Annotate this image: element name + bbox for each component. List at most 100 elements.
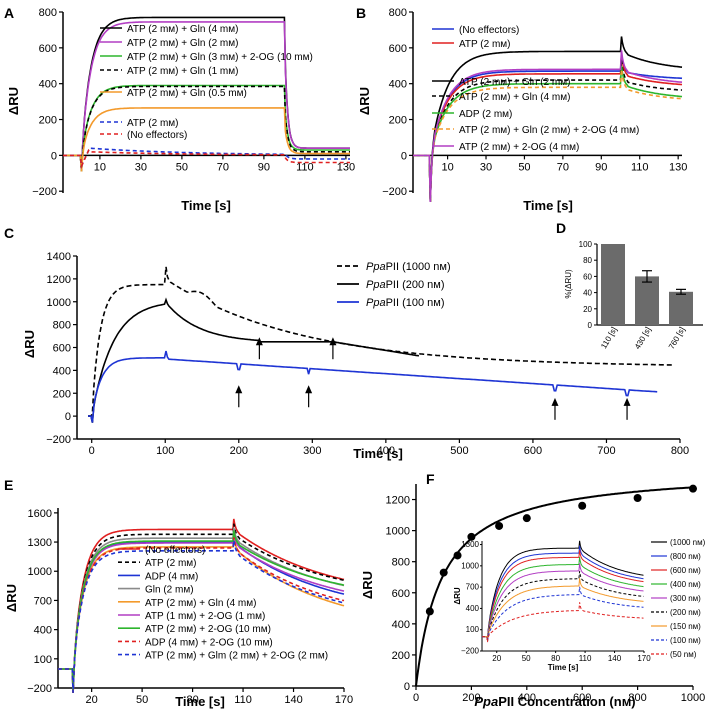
legend-label: ATP (2 mм)	[459, 39, 511, 50]
inset-legend-label: (100 nм)	[670, 636, 701, 645]
x-tick-label: 200	[462, 692, 480, 704]
panel-label-a: A	[4, 5, 14, 21]
y-tick-label: 600	[389, 43, 407, 55]
x-axis-title: Time [s]	[181, 198, 231, 213]
x-tick-label: 110 [s]	[599, 326, 619, 351]
data-point	[467, 532, 476, 541]
bar	[635, 276, 659, 325]
y-tick-label: 200	[39, 115, 57, 127]
y-tick-label: 400	[53, 365, 71, 377]
y-tick-label: 1200	[386, 495, 410, 507]
legend-label: ADP (2 mм)	[459, 109, 512, 120]
panel-a: −200 0 200 400 600 800 10 30 50 70 90 110 130 Time [s…	[6, 7, 355, 213]
y-tick-label: −200	[46, 434, 71, 446]
y-axis-title: ΔRU	[22, 330, 37, 358]
y-tick-label: −200	[382, 186, 407, 198]
series-line	[413, 59, 683, 203]
legend-label: ATP (2 mм) + 2-OG (4 mм)	[459, 142, 579, 153]
y-tick-label: 80	[583, 256, 592, 265]
y-tick-label: −200	[32, 186, 57, 198]
legend-label: ADP (4 mм)	[145, 571, 198, 582]
x-tick-label: 200	[230, 445, 248, 457]
inset-legend-label: (200 nм)	[670, 608, 701, 617]
inset-y-tick-label: 100	[466, 625, 480, 634]
y-tick-label: 0	[404, 681, 410, 693]
y-tick-label: 800	[53, 320, 71, 332]
inset-x-tick-label: 170	[637, 654, 651, 663]
series-line	[58, 518, 345, 693]
y-tick-label: −200	[27, 683, 52, 695]
inset-legend-label: (600 nм)	[670, 566, 701, 575]
series-line	[413, 52, 683, 203]
arrow-head	[551, 397, 559, 406]
legend-label: ATP (2 mм)	[145, 558, 197, 569]
x-tick-label: 100	[156, 445, 174, 457]
data-point	[453, 551, 462, 560]
data-point	[689, 484, 697, 493]
panel-f: 0 200 400 600 800 1000 1200 0 200 400 600 800 1000 Pp…	[360, 484, 706, 709]
series-line	[58, 540, 345, 693]
x-tick-label: 800	[671, 445, 689, 457]
y-axis-title: ΔRU	[357, 87, 372, 115]
series-line	[63, 147, 350, 170]
x-tick-label: 110	[234, 694, 252, 706]
bar	[601, 244, 625, 325]
x-tick-label: 110	[631, 161, 649, 173]
inset-series-line	[482, 563, 644, 641]
inset-series-line	[482, 571, 644, 641]
x-tick-label: 800	[628, 692, 646, 704]
inset-y-tick-label: 1300	[461, 540, 479, 549]
legend-label: ATP (2 mм) + Glm (2 mм) + 2-OG (2 mм)	[145, 651, 328, 662]
legend-label: ATP (1 mм) + 2-OG (1 mм)	[145, 611, 265, 622]
x-tick-label: 0	[413, 692, 419, 704]
data-point	[522, 514, 531, 523]
x-tick-label: 170	[335, 694, 353, 706]
x-tick-label: 400	[518, 692, 536, 704]
inset-series-line	[482, 578, 644, 641]
x-tick-label: 10	[94, 161, 106, 173]
y-tick-label: 600	[53, 343, 71, 355]
panel-b: −200 0 200 400 600 800 10 30 50 70 90 110 130 Time [s…	[357, 7, 687, 213]
legend-label: PpaPII (200 nм)	[366, 279, 445, 291]
series-line	[88, 297, 420, 423]
inset-y-axis-title: ΔRU	[453, 587, 462, 605]
legend-label: ADP (4 mм) + 2-OG (10 mм)	[145, 637, 273, 648]
y-tick-label: 40	[583, 289, 592, 298]
x-tick-label: 30	[135, 161, 147, 173]
arrow-head	[255, 337, 263, 346]
legend-label: ATP (2 mм) + Gln (4 mм)	[127, 24, 238, 35]
panel-label-b: B	[356, 5, 366, 21]
y-tick-label: 0	[401, 150, 407, 162]
y-tick-label: 200	[389, 115, 407, 127]
arrow-head	[305, 385, 313, 394]
legend-label: ATP (2 mм) + Gln (1 mм)	[127, 66, 238, 77]
y-tick-label: 400	[34, 625, 52, 637]
y-tick-label: 0	[51, 150, 57, 162]
x-tick-label: 50	[176, 161, 188, 173]
y-tick-label: 0	[65, 411, 71, 423]
fit-curve	[415, 486, 694, 687]
inset-legend-label: (300 nм)	[670, 594, 701, 603]
inset-x-tick-label: 110	[579, 654, 592, 663]
y-tick-label: 600	[39, 43, 57, 55]
y-tick-label: 800	[39, 7, 57, 19]
legend-label: ATP (2 mм) + Gln (2 mм) + 2-OG (4 mм)	[459, 125, 639, 136]
y-axis-title: ΔRU	[4, 584, 19, 612]
legend-label: ATP (2 mм) + Gln (3 mм) + 2-OG (10 mм)	[127, 52, 313, 63]
legend-label: (No effectors)	[127, 130, 187, 141]
y-tick-label: 400	[392, 619, 410, 631]
x-tick-label: 140	[284, 694, 302, 706]
y-tick-label: 200	[392, 650, 410, 662]
data-point	[633, 493, 642, 502]
y-tick-label: 1600	[28, 508, 52, 520]
x-tick-label: 70	[217, 161, 229, 173]
series-line	[413, 65, 683, 203]
panel-label-c: C	[4, 225, 14, 241]
y-tick-label: 200	[53, 388, 71, 400]
x-tick-label: 300	[303, 445, 321, 457]
x-tick-label: 130	[669, 161, 687, 173]
y-tick-label: 100	[579, 240, 593, 249]
legend-label: ATP (2 mм) + Gln (4 mм)	[145, 598, 256, 609]
x-tick-label: 110	[296, 161, 314, 173]
inset-legend-label: (150 nм)	[670, 622, 701, 631]
